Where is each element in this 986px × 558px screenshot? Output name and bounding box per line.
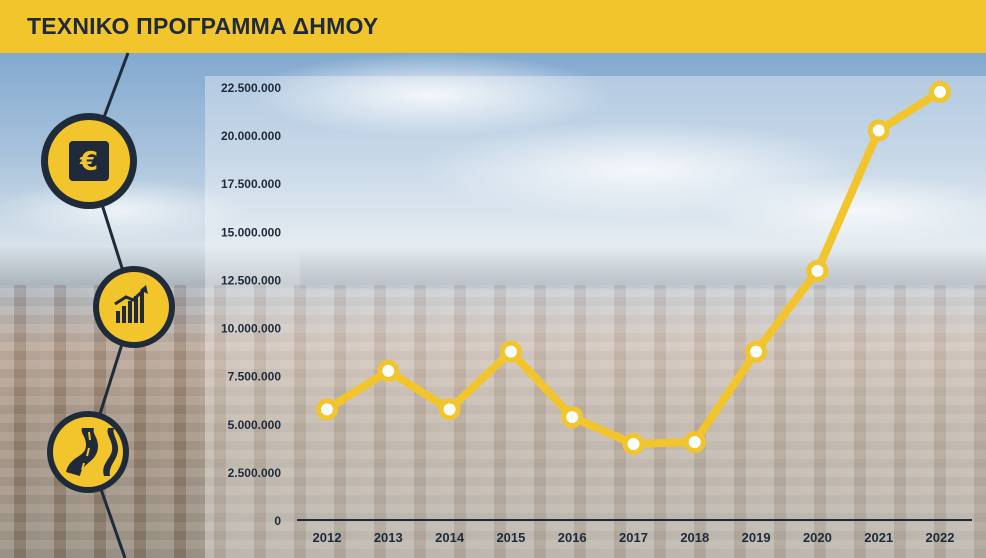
y-tick-label: 12.500.000	[221, 273, 281, 287]
svg-text:€: €	[79, 147, 98, 177]
data-point	[316, 398, 338, 421]
y-tick-label: 10.000.000	[221, 322, 281, 336]
y-tick-label: 20.000.000	[221, 129, 281, 143]
x-tick-label: 2014	[435, 530, 465, 545]
data-point	[561, 406, 584, 429]
data-point	[499, 340, 522, 363]
x-tick-label: 2013	[374, 530, 403, 545]
x-tick-label: 2012	[313, 530, 342, 545]
y-tick-label: 7.500.000	[228, 370, 282, 384]
x-tick-label: 2020	[803, 530, 832, 545]
x-tick-label: 2021	[864, 530, 893, 545]
road-icon	[47, 411, 129, 493]
x-tick-label: 2019	[742, 530, 771, 545]
growth-chart-icon	[93, 266, 175, 348]
x-tick-label: 2017	[619, 530, 648, 545]
x-tick-label: 2022	[926, 530, 955, 545]
page-title: ΤΕΧΝΙΚΟ ΠΡΟΓΡΑΜΜΑ ΔΗΜΟΥ	[27, 13, 379, 39]
plot-panel	[205, 76, 986, 558]
y-tick-label: 0	[274, 514, 281, 528]
data-point	[438, 398, 461, 421]
euro-icon: €	[41, 113, 137, 209]
background-mountains	[300, 250, 986, 290]
y-tick-label: 15.000.000	[221, 225, 281, 239]
series-line	[323, 87, 944, 449]
y-tick-label: 22.500.000	[221, 81, 281, 95]
y-tick-label: 5.000.000	[228, 418, 282, 432]
x-tick-label: 2016	[558, 530, 587, 545]
x-tick-label: 2018	[680, 530, 709, 545]
data-point	[622, 433, 645, 456]
x-tick-label: 2015	[496, 530, 525, 545]
data-point	[745, 340, 768, 363]
data-point	[867, 119, 890, 142]
data-point	[806, 259, 829, 282]
data-point	[377, 359, 400, 382]
y-tick-label: 2.500.000	[228, 466, 282, 480]
data-point	[683, 431, 706, 454]
y-tick-label: 17.500.000	[221, 177, 281, 191]
data-point	[929, 80, 951, 103]
header-bar: ΤΕΧΝΙΚΟ ΠΡΟΓΡΑΜΜΑ ΔΗΜΟΥ	[0, 0, 986, 53]
